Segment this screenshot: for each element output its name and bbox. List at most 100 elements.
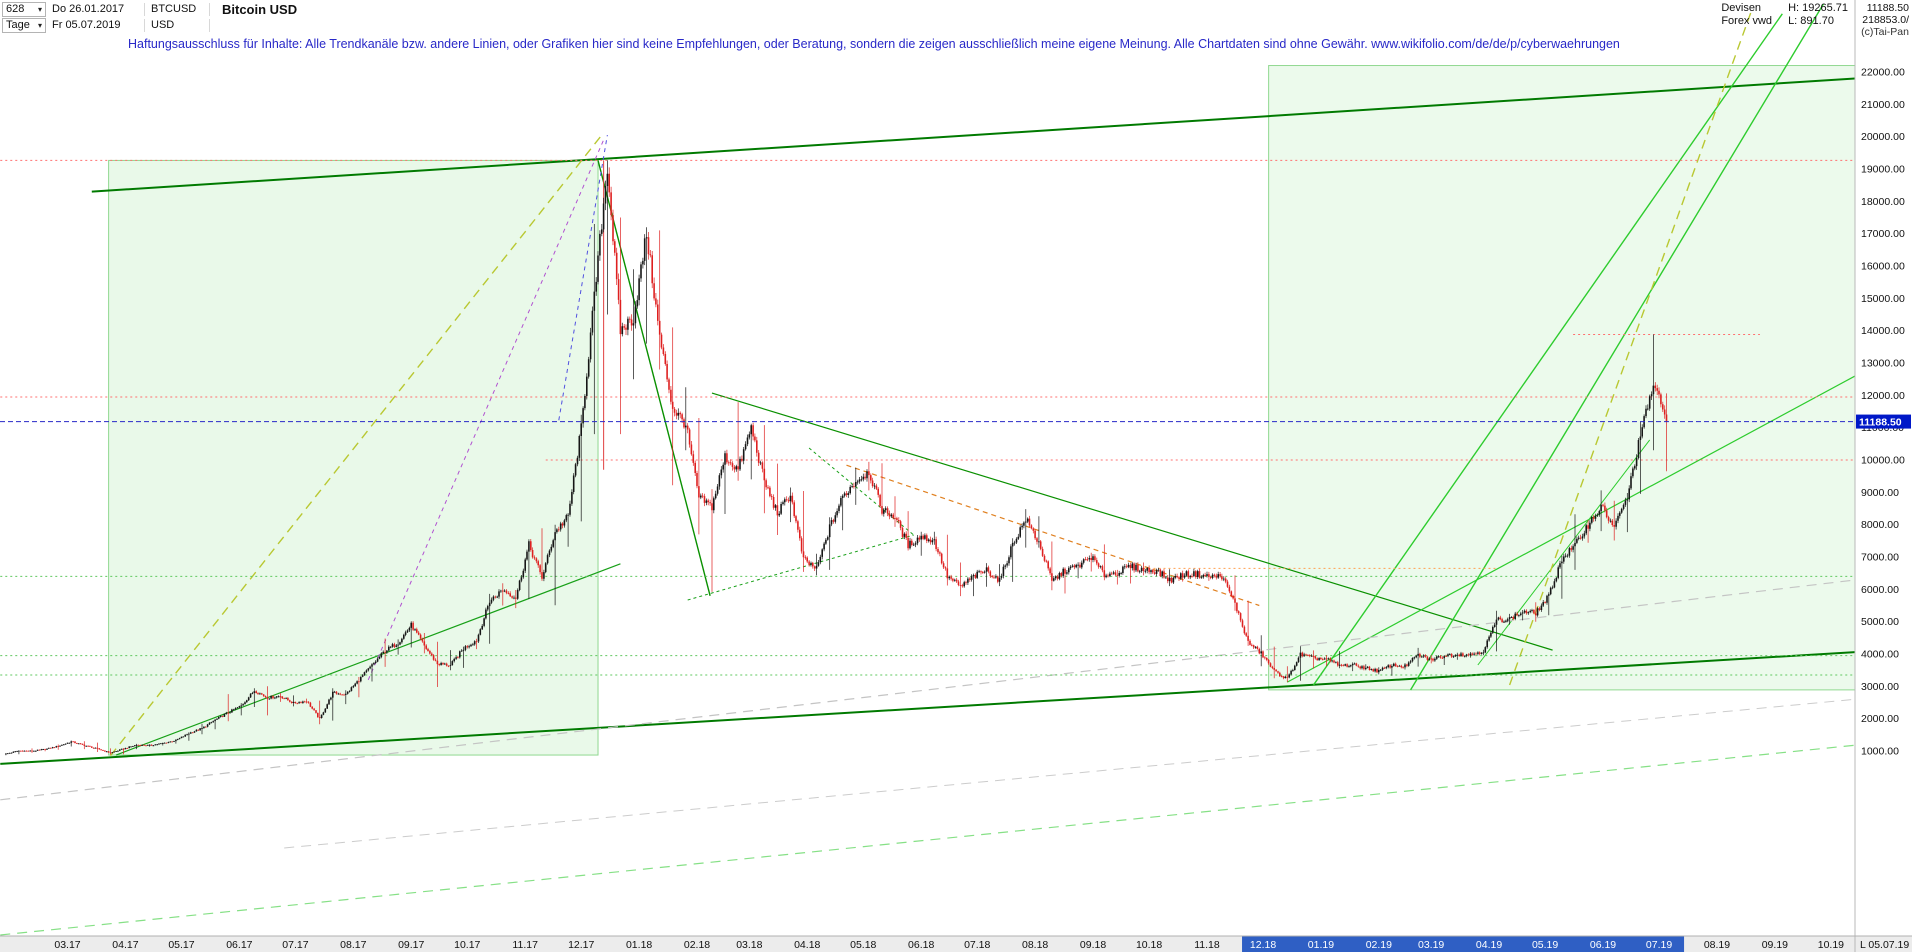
price-axis-label: 5000.00 xyxy=(1861,616,1899,628)
time-axis-label: 10.19 xyxy=(1818,939,1844,951)
price-axis-label: 18000.00 xyxy=(1861,196,1905,208)
time-axis-label: 05.18 xyxy=(850,939,876,951)
time-axis-label: 08.19 xyxy=(1704,939,1730,951)
period-high-value: H: 19265.71 xyxy=(1788,2,1848,14)
dashed-blue-peak xyxy=(558,134,608,421)
price-axis-label: 17000.00 xyxy=(1861,228,1905,240)
price-axis-label: 19000.00 xyxy=(1861,163,1905,175)
time-axis-label: 10.17 xyxy=(454,939,480,951)
price-axis-label: 3000.00 xyxy=(1861,681,1899,693)
time-axis-label: 07.18 xyxy=(964,939,990,951)
upper-trend-channel xyxy=(91,77,1855,193)
triangle-upper xyxy=(808,447,915,536)
time-axis-label: 10.18 xyxy=(1136,939,1162,951)
exchange-label: Devisen xyxy=(1721,2,1762,14)
dashed-violet-rally xyxy=(367,139,605,681)
price-axis-label: 9000.00 xyxy=(1861,487,1899,499)
price-axis-label: 13000.00 xyxy=(1861,357,1905,369)
bars-count-value: 628 xyxy=(6,3,25,15)
time-axis-label: 01.19 xyxy=(1308,939,1334,951)
price-axis-label: 4000.00 xyxy=(1861,648,1899,660)
symbol-label: BTCUSD xyxy=(145,3,210,16)
chevron-down-icon: ▾ xyxy=(37,5,42,14)
time-axis-label: 03.18 xyxy=(736,939,762,951)
period-value: Tage xyxy=(6,19,30,31)
lower-trend-channel xyxy=(0,651,1855,765)
time-axis-label: 07.19 xyxy=(1646,939,1672,951)
support-2017-line xyxy=(115,563,621,756)
time-axis-label: 05.19 xyxy=(1532,939,1558,951)
time-axis-label: 09.17 xyxy=(398,939,424,951)
price-axis-label: 14000.00 xyxy=(1861,325,1905,337)
feed-label: Forex vwd xyxy=(1721,15,1773,27)
time-axis-label: 09.19 xyxy=(1762,939,1788,951)
time-axis-label: 03.19 xyxy=(1418,939,1444,951)
price-axis-label: 8000.00 xyxy=(1861,519,1899,531)
time-axis-label: 05.17 xyxy=(168,939,194,951)
peak-decline-line xyxy=(597,160,711,596)
price-axis-label: 20000.00 xyxy=(1861,131,1905,143)
bull-2017-zone xyxy=(108,159,599,756)
fan-line-1 xyxy=(1312,13,1783,686)
downtrend-2018-line xyxy=(711,392,1553,651)
time-axis-label: 12.18 xyxy=(1250,939,1276,951)
time-axis-label: 11.17 xyxy=(512,939,538,951)
period-low-value: L: 891.70 xyxy=(1788,15,1834,27)
time-axis-label: 06.18 xyxy=(908,939,934,951)
orange-downtrend xyxy=(846,464,1260,607)
time-axis-label: 11.18 xyxy=(1194,939,1220,951)
time-axis-label: 06.17 xyxy=(226,939,252,951)
time-axis-last-label: L 05.07.19 xyxy=(1860,939,1909,951)
chart-header-right: Devisen Forex vwd H: 19265.71 L: 891.70 xyxy=(1721,2,1848,28)
axis-corner-info: 11188.50 218853.0/ (c)Tai-Pan xyxy=(1861,2,1909,38)
dashed-rally-2017 xyxy=(109,134,603,757)
time-axis-label: 04.19 xyxy=(1476,939,1502,951)
copyright-label: (c)Tai-Pan xyxy=(1861,26,1909,38)
time-axis-label: 12.17 xyxy=(568,939,594,951)
time-axis-label: 04.17 xyxy=(112,939,138,951)
time-axis-label: 01.18 xyxy=(626,939,652,951)
time-axis-label: 04.18 xyxy=(794,939,820,951)
time-axis-label: 02.18 xyxy=(684,939,710,951)
price-axis-label: 22000.00 xyxy=(1861,67,1905,79)
disclaimer-text: Haftungsausschluss für Inhalte: Alle Tre… xyxy=(128,37,1620,51)
current-price-tag-label: 11188.50 xyxy=(1859,416,1902,428)
support-2019-line xyxy=(1287,375,1855,683)
currency-label: USD xyxy=(145,19,210,32)
price-axis-label: 6000.00 xyxy=(1861,584,1899,596)
price-axis-label: 12000.00 xyxy=(1861,390,1905,402)
time-axis-label: 07.17 xyxy=(282,939,308,951)
chart-title: Bitcoin USD xyxy=(222,2,298,17)
plot-area xyxy=(0,4,1855,936)
period-dropdown[interactable]: Tage ▾ xyxy=(2,18,46,33)
chevron-down-icon: ▾ xyxy=(37,21,42,30)
volume-value: 218853.0/ xyxy=(1862,14,1909,26)
price-axis-label: 10000.00 xyxy=(1861,454,1905,466)
date-from-field[interactable]: Do 26.01.2017 xyxy=(46,3,145,16)
price-axis-label: 16000.00 xyxy=(1861,260,1905,272)
price-axis-label: 7000.00 xyxy=(1861,551,1899,563)
price-axis-label: 21000.00 xyxy=(1861,99,1905,111)
dashed-gray-line-2 xyxy=(284,698,1855,849)
price-axis-label: 1000.00 xyxy=(1861,745,1899,757)
triangle-lower xyxy=(687,534,914,601)
dashed-bottom-line xyxy=(0,744,1855,936)
time-axis-label: 02.19 xyxy=(1366,939,1392,951)
bars-count-dropdown[interactable]: 628 ▾ xyxy=(2,2,46,17)
dashed-gray-line-1 xyxy=(0,579,1855,801)
time-axis-label: 08.18 xyxy=(1022,939,1048,951)
time-axis-selection xyxy=(1242,936,1685,952)
time-axis-label: 06.19 xyxy=(1590,939,1616,951)
price-axis-label: 2000.00 xyxy=(1861,713,1899,725)
time-axis-label: 08.17 xyxy=(340,939,366,951)
price-axis-label: 15000.00 xyxy=(1861,293,1905,305)
current-price-tag xyxy=(1856,414,1911,429)
fan-line-3 xyxy=(1477,439,1651,666)
last-price-value: 11188.50 xyxy=(1866,2,1909,14)
date-to-field[interactable]: Fr 05.07.2019 xyxy=(46,19,145,32)
time-axis-label: 09.18 xyxy=(1080,939,1106,951)
chart-header-left: 628 ▾ Do 26.01.2017 BTCUSD Bitcoin USD T… xyxy=(2,2,297,34)
fan-line-2 xyxy=(1410,4,1825,691)
